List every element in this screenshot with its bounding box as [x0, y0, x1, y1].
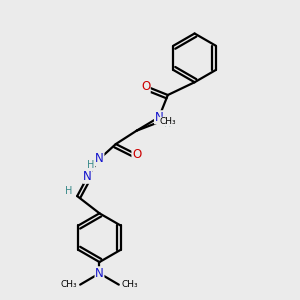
Text: CH₃: CH₃	[122, 280, 138, 289]
Text: N: N	[95, 152, 104, 165]
Text: N: N	[83, 170, 92, 183]
Text: N: N	[95, 267, 104, 280]
Text: O: O	[141, 80, 150, 93]
Text: CH₃: CH₃	[61, 280, 77, 289]
Text: CH₃: CH₃	[160, 117, 176, 126]
Text: H: H	[88, 160, 95, 170]
Text: H: H	[65, 186, 73, 196]
Text: H: H	[164, 119, 171, 129]
Text: N: N	[154, 111, 163, 124]
Text: O: O	[132, 148, 141, 161]
